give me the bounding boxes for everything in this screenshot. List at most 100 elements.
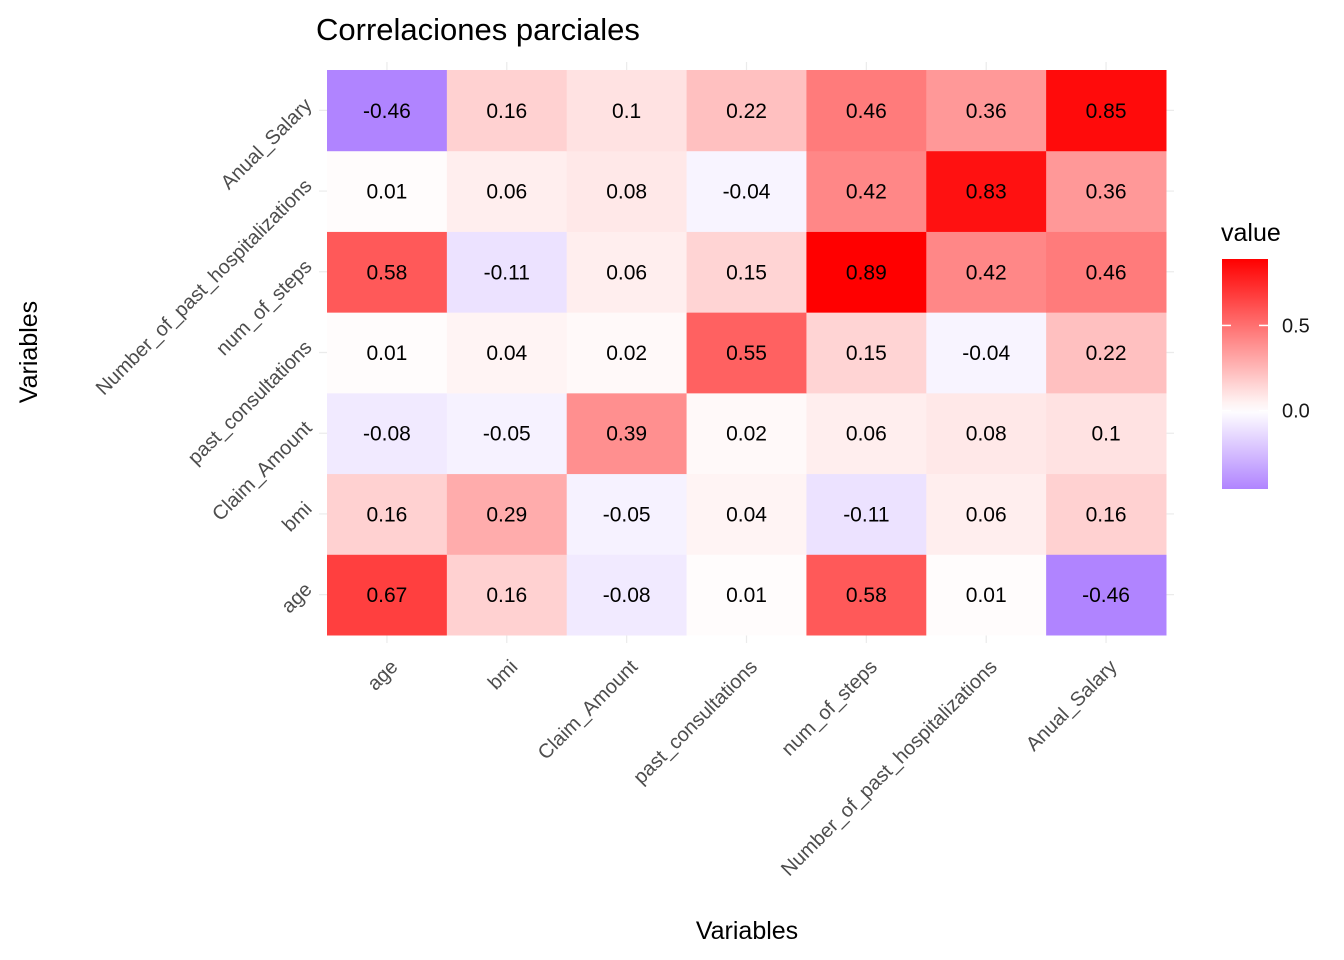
cell-value-label: -0.05 [603, 503, 651, 526]
x-tick-label: age [363, 656, 402, 695]
y-tick-label: bmi [278, 498, 316, 536]
heatmap-cell [686, 312, 807, 394]
heatmap-cell [686, 231, 807, 313]
cell-value-label: 0.83 [966, 181, 1007, 204]
x-tick-label: bmi [484, 656, 522, 694]
heatmap-cell [1046, 70, 1167, 152]
heatmap-cell [926, 554, 1047, 636]
heatmap-cell [806, 312, 927, 394]
x-tick-label: past_consultations [629, 656, 762, 789]
cell-value-label: 0.36 [966, 100, 1007, 123]
cell-value-label: 0.16 [486, 100, 527, 123]
cell-value-label: -0.08 [363, 423, 411, 446]
cell-value-label: 0.16 [1086, 503, 1127, 526]
cell-value-label: 0.06 [846, 423, 887, 446]
legend-tick-label: 0.5 [1282, 315, 1310, 337]
heatmap-cell [327, 312, 448, 394]
x-axis-title: Variables [696, 917, 798, 945]
heatmap-cells [327, 70, 1167, 636]
cell-value-label: 0.89 [846, 261, 887, 284]
x-tick-label: Claim_Amount [534, 656, 643, 765]
heatmap-cell [1046, 312, 1167, 394]
heatmap-cell [686, 150, 807, 232]
heatmap-cell [1046, 150, 1167, 232]
heatmap-cell [686, 392, 807, 475]
heatmap-cell [566, 473, 688, 555]
cell-value-label: 0.01 [366, 342, 407, 365]
heatmap-cell [1046, 231, 1167, 313]
x-tick-label: Number_of_past_hospitalizations [777, 656, 1002, 881]
cell-value-labels: 0.67 0.16 -0.08 0.01 0.58 0.01 -0.46 0.16 0.29 -0… [363, 100, 1130, 607]
heatmap-cell [327, 231, 448, 313]
y-tick-label: age [277, 579, 316, 618]
heatmap-cell [446, 392, 568, 475]
cell-value-label: 0.22 [726, 100, 767, 123]
cell-value-label: -0.08 [603, 584, 651, 607]
legend-title: value [1221, 219, 1281, 247]
cell-value-label: 0.16 [486, 584, 527, 607]
cell-value-label: 0.15 [726, 261, 767, 284]
cell-value-label: 0.01 [726, 584, 767, 607]
cell-value-label: 0.06 [606, 261, 647, 284]
heatmap-cell [446, 473, 568, 555]
heatmap-cell [327, 473, 448, 555]
heatmap-cell [926, 312, 1047, 394]
heatmap-cell [327, 70, 448, 152]
cell-value-label: 0.02 [726, 423, 767, 446]
heatmap-cell [806, 554, 927, 636]
y-axis-tick-labels: agebmiClaim_Amountpast_consultationsnum_… [92, 94, 317, 617]
cell-value-label: 0.22 [1086, 342, 1127, 365]
cell-value-label: 0.58 [846, 584, 887, 607]
heatmap-cell [566, 231, 688, 313]
heatmap-cell [446, 150, 568, 232]
cell-value-label: 0.85 [1086, 100, 1127, 123]
heatmap-cell [806, 150, 927, 232]
heatmap-cell [446, 231, 568, 313]
cell-value-label: 0.39 [606, 423, 647, 446]
cell-value-label: -0.46 [1082, 584, 1130, 607]
cell-value-label: 0.01 [966, 584, 1007, 607]
heatmap-cell [686, 70, 807, 152]
heatmap-cell [566, 392, 688, 475]
heatmap-cell [806, 231, 927, 313]
cell-value-label: -0.11 [843, 503, 889, 526]
cell-value-label: -0.05 [483, 423, 531, 446]
heatmap-cell [1046, 473, 1167, 555]
cell-value-label: 0.58 [366, 261, 407, 284]
y-axis-title: Variables [15, 301, 43, 403]
cell-value-label: 0.55 [726, 342, 767, 365]
heatmap-cell [926, 70, 1047, 152]
legend-ticks: 0.0 0.5 [1222, 315, 1310, 423]
heatmap-cell [446, 554, 568, 636]
cell-value-label: 0.02 [606, 342, 647, 365]
cell-value-label: 0.1 [612, 100, 641, 123]
cell-value-label: 0.46 [1086, 261, 1127, 284]
heatmap-cell [566, 70, 688, 152]
cell-value-label: -0.04 [723, 181, 771, 204]
chart-title: Correlaciones parciales [316, 12, 640, 47]
cell-value-label: 0.67 [366, 584, 407, 607]
cell-value-label: 0.04 [726, 503, 767, 526]
cell-value-label: 0.46 [846, 100, 887, 123]
heatmap-cell [1046, 392, 1167, 475]
cell-value-label: 0.42 [966, 261, 1007, 284]
x-tick-label: num_of_steps [777, 656, 881, 760]
cell-value-label: -0.11 [484, 261, 530, 284]
heatmap-cell [446, 312, 568, 394]
heatmap-cell [1046, 554, 1167, 636]
heatmap-cell [806, 473, 927, 555]
heatmap-cell [327, 150, 448, 232]
heatmap-cell [686, 554, 807, 636]
cell-value-label: 0.04 [486, 342, 527, 365]
cell-value-label: 0.1 [1091, 423, 1120, 446]
cell-value-label: 0.01 [366, 181, 407, 204]
heatmap-cell [327, 392, 448, 475]
cell-value-label: 0.15 [846, 342, 887, 365]
heatmap-cell [926, 473, 1047, 555]
cell-value-label: 0.36 [1086, 181, 1127, 204]
heatmap-cell [926, 392, 1047, 475]
color-legend: value 0.0 0.5 [1221, 219, 1310, 489]
heatmap-cell [566, 150, 688, 232]
legend-tick-label: 0.0 [1282, 401, 1310, 423]
